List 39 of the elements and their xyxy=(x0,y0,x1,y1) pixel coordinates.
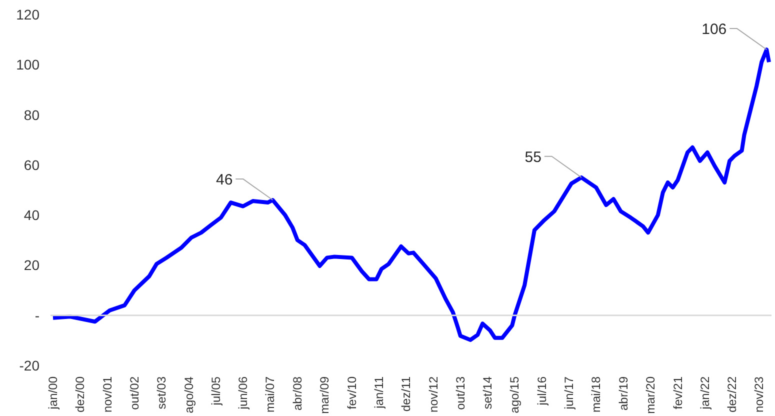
x-tick-label: abr/19 xyxy=(616,376,630,411)
x-tick-label: nov/12 xyxy=(426,376,440,413)
x-tick-label: jul/16 xyxy=(534,376,549,406)
x-tick-label: jan/22 xyxy=(698,376,712,410)
x-tick-label: fev/10 xyxy=(344,376,359,410)
x-tick-label: out/13 xyxy=(453,376,468,410)
x-tick-label: nov/23 xyxy=(752,376,766,413)
y-tick-label: 80 xyxy=(24,106,40,123)
x-tick-label: jun/06 xyxy=(236,376,250,410)
x-tick-label: mar/09 xyxy=(318,376,332,414)
x-tick-label: jan/00 xyxy=(46,376,60,410)
x-tick-label: dez/22 xyxy=(724,376,739,413)
x-tick-label: mar/20 xyxy=(643,376,658,414)
x-tick-label: jun/17 xyxy=(562,376,576,410)
x-tick-label: ago/15 xyxy=(508,376,522,414)
x-tick-label: set/03 xyxy=(154,376,169,410)
x-tick-label: abr/08 xyxy=(290,376,304,411)
x-tick-label: mai/07 xyxy=(263,376,278,413)
x-tick-label: out/02 xyxy=(127,376,142,410)
x-tick-label: fev/21 xyxy=(670,376,685,410)
y-tick-label: - xyxy=(34,307,40,324)
y-tick-label: 100 xyxy=(16,56,40,73)
y-tick-label: -20 xyxy=(19,358,40,374)
x-tick-label: ago/04 xyxy=(182,376,196,414)
x-tick-label: set/14 xyxy=(480,376,495,410)
y-tick-label: 40 xyxy=(24,207,40,224)
annotation: 55 xyxy=(524,148,542,166)
annotation: 46 xyxy=(216,171,233,188)
y-tick-label: 60 xyxy=(24,156,40,173)
x-tick-label: dez/00 xyxy=(73,376,88,413)
annotation: 106 xyxy=(702,21,727,38)
x-tick-label: nov/01 xyxy=(100,376,114,413)
x-tick-label: dez/11 xyxy=(399,376,414,412)
x-tick-label: jul/05 xyxy=(208,376,223,406)
y-tick-label: 20 xyxy=(24,257,40,274)
y-tick-label: 120 xyxy=(16,6,40,22)
x-tick-label: jan/11 xyxy=(372,376,386,410)
line-series xyxy=(51,48,771,342)
x-tick-label: mai/18 xyxy=(589,376,604,413)
